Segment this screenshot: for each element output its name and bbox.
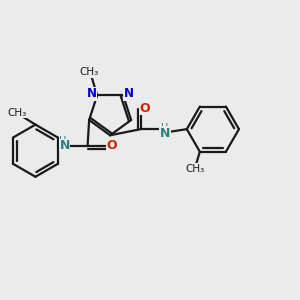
Text: CH₃: CH₃ bbox=[185, 164, 204, 174]
Text: CH₃: CH₃ bbox=[80, 67, 99, 77]
Text: H: H bbox=[59, 136, 67, 146]
Text: N: N bbox=[59, 139, 70, 152]
Text: O: O bbox=[106, 139, 117, 152]
Text: H: H bbox=[161, 123, 168, 133]
Text: N: N bbox=[160, 127, 170, 140]
Text: N: N bbox=[87, 87, 97, 100]
Text: CH₃: CH₃ bbox=[8, 108, 27, 118]
Text: N: N bbox=[124, 87, 134, 100]
Text: O: O bbox=[139, 102, 150, 115]
